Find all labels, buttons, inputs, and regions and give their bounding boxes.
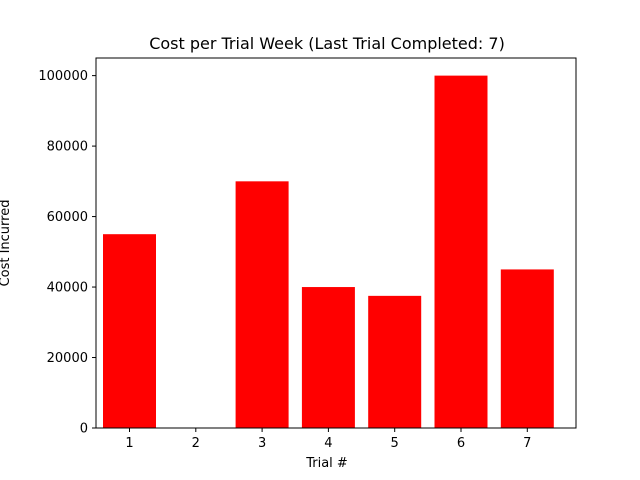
chart-title: Cost per Trial Week (Last Trial Complete… — [149, 34, 505, 53]
x-tick-label: 2 — [192, 436, 200, 451]
x-tick-label: 1 — [125, 436, 133, 451]
y-axis-label: Cost Incurred — [0, 200, 13, 287]
bar-trial-1 — [103, 234, 156, 428]
x-axis-label: Trial # — [305, 456, 348, 471]
y-tick-label: 40000 — [47, 281, 88, 296]
x-axis-ticks: 1 2 3 4 5 6 7 — [125, 428, 531, 451]
bar-trial-7 — [500, 269, 554, 428]
x-tick-label: 7 — [523, 436, 531, 451]
bar-trial-4 — [301, 287, 355, 428]
x-tick-label: 4 — [324, 436, 332, 451]
y-axis-ticks: 0 20000 40000 60000 80000 100000 — [38, 69, 96, 437]
x-tick-label: 6 — [457, 436, 465, 451]
y-tick-label: 100000 — [38, 69, 88, 84]
plot-frame — [95, 57, 577, 429]
y-tick-label: 80000 — [47, 140, 88, 155]
bars-group — [103, 75, 554, 429]
bar-trial-6 — [434, 75, 488, 429]
y-tick-label: 20000 — [47, 351, 88, 366]
y-tick-label: 60000 — [47, 210, 88, 225]
bar-trial-5 — [368, 295, 422, 428]
bar-trial-3 — [235, 181, 289, 428]
x-tick-label: 3 — [258, 436, 266, 451]
x-tick-label: 5 — [391, 436, 399, 451]
y-tick-label: 0 — [80, 422, 88, 437]
